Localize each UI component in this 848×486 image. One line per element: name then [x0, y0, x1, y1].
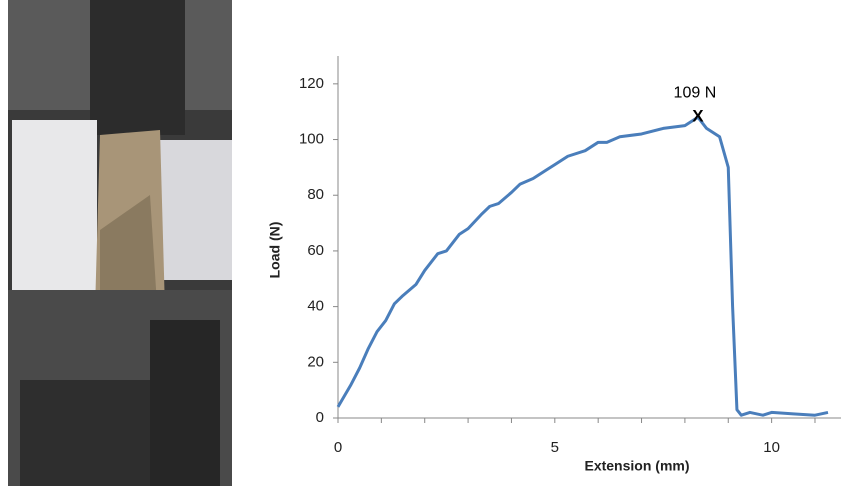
background-wall — [12, 120, 97, 290]
lower-jaw — [20, 380, 150, 486]
specimen-photo — [8, 0, 232, 486]
lower-jaw — [150, 320, 220, 486]
y-axis-title: Load (N) — [267, 222, 283, 279]
x-tick-label: 10 — [763, 439, 780, 456]
y-tick-label: 60 — [307, 242, 324, 259]
upper-jaw — [90, 0, 185, 135]
specimen-fold — [100, 195, 158, 320]
x-tick-label: 0 — [334, 439, 342, 456]
y-tick-label: 80 — [307, 186, 324, 203]
peak-marker: X — [692, 107, 704, 126]
y-tick-label: 20 — [307, 353, 324, 370]
y-tick-label: 0 — [316, 409, 324, 426]
y-tick-label: 100 — [299, 131, 324, 148]
data-line — [336, 115, 829, 417]
y-tick-label: 40 — [307, 298, 324, 315]
background-wall — [160, 140, 232, 280]
peak-annotation: 109 N — [674, 84, 717, 101]
x-tick-label: 5 — [551, 439, 559, 456]
y-tick-label: 120 — [299, 75, 324, 92]
x-axis-title: Extension (mm) — [584, 458, 689, 474]
